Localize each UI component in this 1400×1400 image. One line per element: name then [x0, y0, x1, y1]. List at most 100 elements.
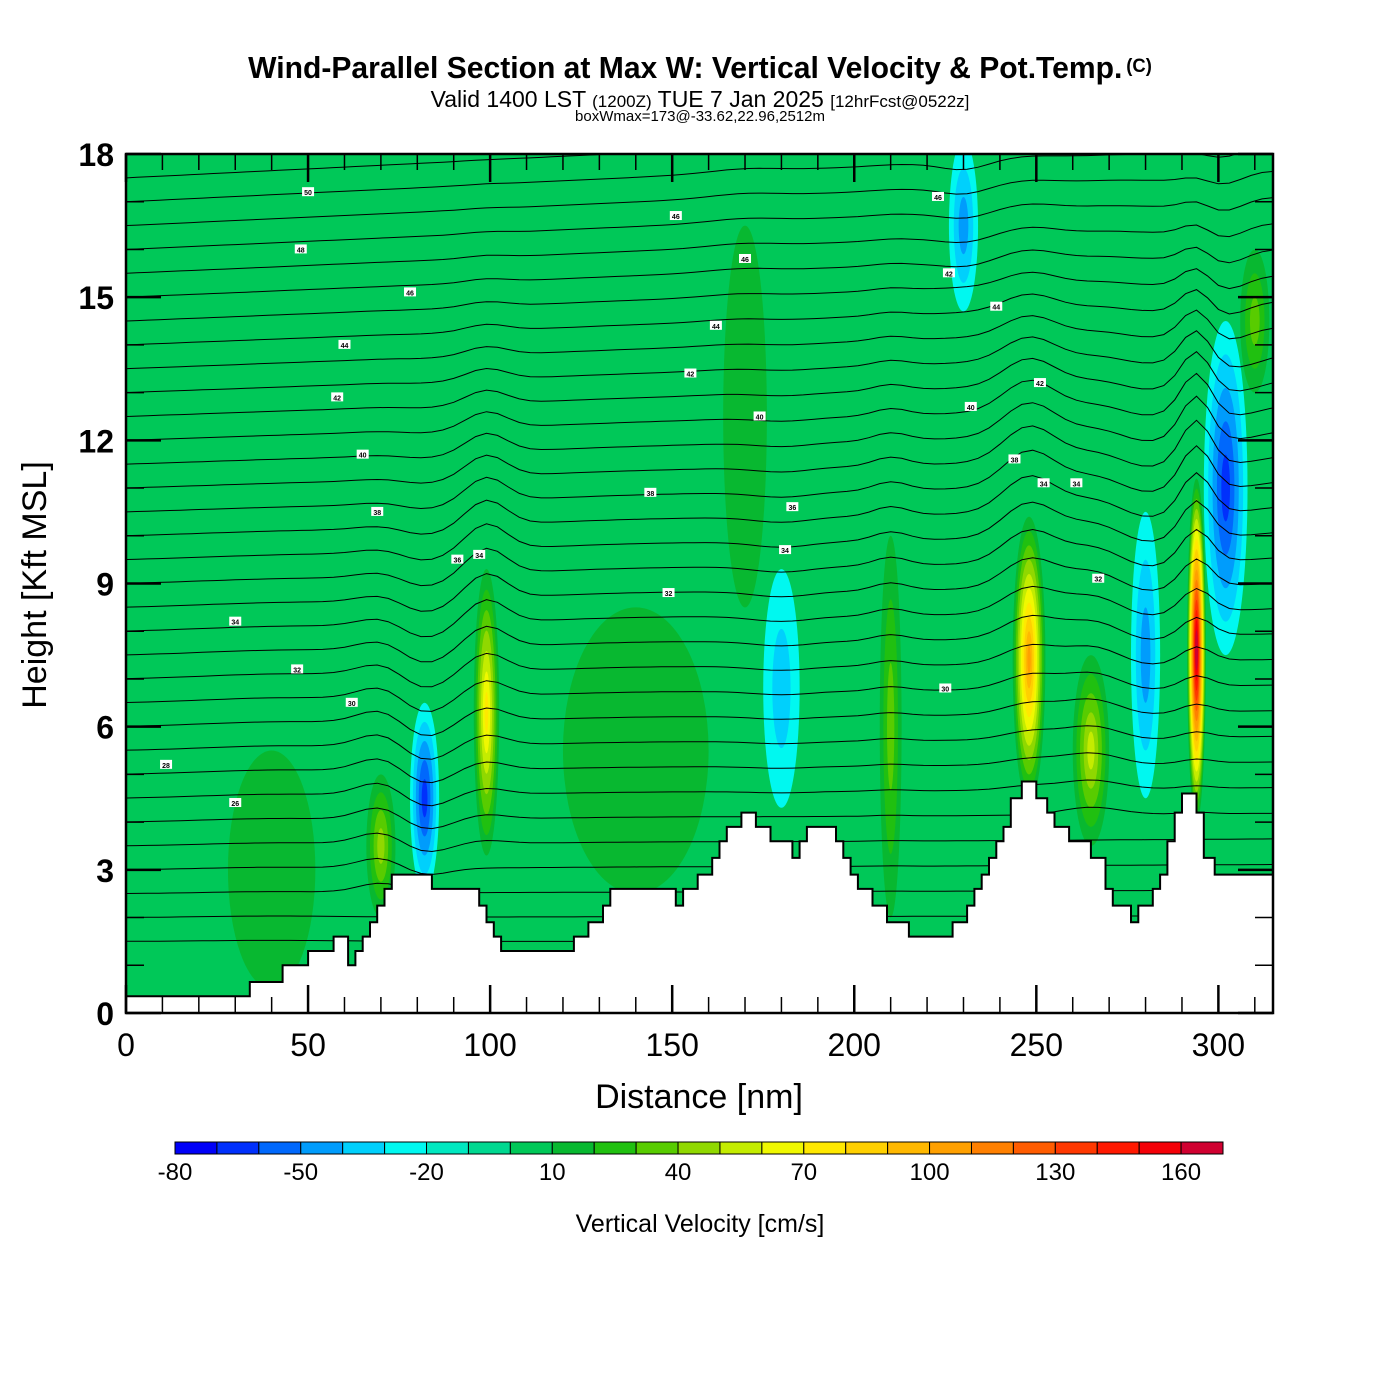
colorbar-tick-label: 160	[1161, 1159, 1201, 1186]
theta-contour-line	[126, 643, 1273, 688]
contour-label-box	[644, 487, 657, 497]
contour-label-box	[294, 244, 307, 254]
colorbar-swatch	[1054, 1141, 1098, 1155]
w-band	[377, 828, 385, 864]
contour-label-text: 42	[1036, 381, 1044, 388]
colorbar: -80 -50 -20 10 40 70 100 130 160	[158, 1141, 1224, 1186]
x-tick-label: 50	[290, 1027, 326, 1063]
y-tick-label: 15	[78, 280, 114, 316]
colorbar-swatch	[761, 1141, 805, 1155]
w-band	[1249, 297, 1260, 345]
contour-label: 34	[473, 549, 486, 560]
forecast-info: [12hrFcst@0522z]	[830, 92, 970, 111]
colorbar-swatch	[216, 1141, 260, 1155]
contour-label-box	[404, 287, 417, 297]
y-tick-label: 12	[78, 423, 114, 459]
colorbar-swatch	[174, 1141, 218, 1155]
x-tick-label: 250	[1010, 1027, 1063, 1063]
contour-label: 50	[302, 187, 315, 197]
contour-label-text: 42	[333, 395, 341, 402]
contour-label-text: 38	[646, 491, 654, 498]
w-band	[1087, 731, 1095, 770]
contour-label: 40	[356, 449, 369, 460]
contour-label-text: 36	[788, 505, 796, 512]
contour-label-box	[338, 339, 351, 349]
vertical-velocity-field	[227, 154, 1270, 990]
contour-label-text: 28	[162, 763, 170, 770]
w-band	[1221, 454, 1231, 522]
contour-label-box	[684, 368, 697, 378]
colorbar-swatch	[258, 1141, 302, 1155]
terrain-profile	[126, 780, 1273, 1013]
contour-label: 38	[371, 506, 384, 517]
contour-label: 34	[1070, 478, 1083, 488]
theta-contour-line	[126, 419, 1273, 489]
contour-label: 40	[753, 411, 766, 421]
w-band	[1195, 640, 1199, 661]
chart-title-text: Wind-Parallel Section at Max W: Vertical…	[248, 50, 1123, 85]
contour-label-box	[753, 411, 766, 421]
colorbar-tick-label: 70	[790, 1159, 817, 1186]
contour-label-box	[160, 759, 173, 769]
colorbar-swatch	[719, 1141, 763, 1155]
y-tick-label: 0	[96, 996, 114, 1032]
theta-contour-line	[126, 395, 1273, 465]
colorbar-swatch	[1012, 1141, 1056, 1155]
contour-label: 44	[990, 301, 1003, 312]
w-feature-downdraft-305nm	[1203, 321, 1248, 656]
contour-label-text: 34	[1040, 481, 1048, 488]
contour-label: 48	[294, 244, 307, 254]
contour-label: 36	[786, 502, 799, 512]
theta-contour-line	[126, 779, 1273, 807]
contour-label-box	[1070, 478, 1083, 488]
contour-label-box	[939, 683, 952, 693]
y-tick-label: 3	[96, 853, 114, 889]
w-band	[772, 628, 791, 749]
w-feature-updraft-40nm	[227, 750, 316, 990]
contour-label: 32	[662, 588, 675, 598]
w-feature-downdraft-230nm	[948, 154, 979, 312]
contour-label-text: 44	[712, 324, 720, 331]
contour-label: 32	[291, 664, 304, 674]
colorbar-swatch	[426, 1141, 469, 1155]
contour-label-box	[1037, 478, 1050, 488]
colorbar-swatch	[593, 1141, 637, 1155]
colorbar-title: Vertical Velocity [cm/s]	[576, 1210, 825, 1238]
contour-label: 38	[1008, 454, 1021, 464]
theta-contour-line	[126, 832, 1273, 853]
contour-label: 38	[644, 487, 657, 498]
theta-contour-line	[126, 528, 1273, 587]
theta-contour-line	[126, 806, 1273, 830]
contour-label-box	[473, 549, 486, 559]
contour-label-box	[779, 545, 792, 555]
contour-label-text: 46	[741, 257, 749, 264]
w-feature-updraft-265nm	[1072, 655, 1110, 846]
colorbar-swatch	[803, 1141, 847, 1155]
colorbar-swatch	[635, 1141, 679, 1155]
contour-label-text: 36	[453, 558, 461, 565]
valid-date: TUE 7 Jan 2025	[657, 86, 824, 112]
colorbar-tick-label: 40	[665, 1159, 692, 1186]
contour-label: 28	[160, 759, 173, 770]
theta-contour-line	[126, 351, 1273, 417]
contour-label-text: 42	[686, 372, 694, 379]
w-band	[723, 225, 767, 608]
w-feature-updraft-210nm	[879, 535, 902, 918]
w-feature-updraft-170nm	[723, 225, 767, 608]
contour-label-box	[990, 301, 1003, 311]
chart-title: Wind-Parallel Section at Max W: Vertical…	[21, 50, 1379, 86]
contour-label-box	[451, 554, 464, 564]
contour-label: 46	[932, 191, 945, 202]
colorbar-tick-label: 100	[910, 1159, 950, 1186]
colorbar-swatch	[509, 1141, 553, 1155]
x-tick-label: 200	[828, 1027, 881, 1063]
w-feature-downdraft-180nm	[763, 569, 800, 808]
theta-contour-line	[126, 197, 1273, 250]
theta-contour-line	[126, 268, 1273, 322]
w-band	[1140, 607, 1151, 703]
x-axis-title: Distance [nm]	[595, 1078, 803, 1116]
colorbar-swatch	[970, 1141, 1014, 1155]
w-band	[562, 607, 709, 894]
x-tick-label: 100	[463, 1027, 516, 1063]
box-wmax-info: boxWmax=173@-33.62,22.96,2512m	[575, 108, 825, 125]
